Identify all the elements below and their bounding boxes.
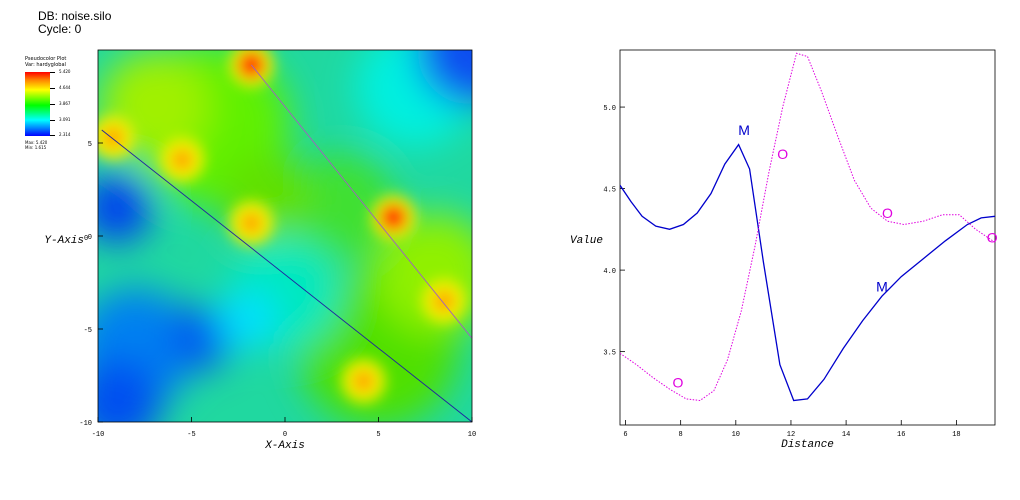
- x-tick-label: 10: [732, 431, 740, 439]
- legend-min: Min: 1.615: [25, 145, 47, 150]
- legend-tick-label: 3.867: [59, 101, 71, 106]
- curve-plot-area: [620, 52, 995, 402]
- x-tick-label: 0: [283, 431, 287, 439]
- legend-tick-label: 2.314: [59, 132, 71, 137]
- x-tick-label: 14: [842, 431, 850, 439]
- legend-tick: [50, 104, 55, 105]
- series-marker-O: O: [987, 229, 998, 245]
- legend-variable: Var: hardyglobal: [25, 62, 66, 68]
- series-marker-M: M: [738, 122, 750, 138]
- field-region: [286, 153, 397, 264]
- y-tick-label: 3.5: [603, 350, 616, 358]
- field-region: [98, 358, 162, 422]
- hot-spot-core: [172, 149, 193, 170]
- database-name: DB: noise.silo: [38, 9, 112, 23]
- series-marker-O: O: [672, 375, 683, 391]
- y-tick-label: 5.0: [603, 105, 616, 113]
- field-region: [168, 306, 233, 371]
- curve-plot-frame: [619, 49, 996, 426]
- legend-color-bar: [25, 72, 50, 136]
- hot-spot-core: [380, 204, 407, 231]
- field-region: [98, 173, 152, 244]
- hot-spot-core: [353, 371, 374, 392]
- pseudocolor-field: [98, 50, 472, 422]
- y-tick-label: 4.5: [603, 187, 616, 195]
- y-axis-label: Y-Axis: [44, 235, 84, 247]
- legend-tick-label: 4.644: [59, 85, 71, 90]
- x-tick-label: 10: [468, 431, 476, 439]
- x-axis-label: Distance: [781, 439, 834, 451]
- legend-tick: [50, 88, 55, 89]
- series-line-M: [620, 143, 995, 402]
- x-tick-label: -5: [187, 431, 195, 439]
- legend-title: Pseudocolor Plot: [25, 56, 67, 62]
- y-tick-label: -5: [84, 327, 92, 335]
- field-region: [417, 50, 472, 105]
- x-tick-label: 5: [376, 431, 380, 439]
- field-region: [217, 289, 278, 350]
- x-tick-label: 6: [623, 431, 627, 439]
- legend-tick: [50, 135, 55, 136]
- header: DB: noise.silo Cycle: 0: [38, 10, 111, 36]
- hot-spot-core: [433, 291, 454, 312]
- legend-tick: [50, 120, 55, 121]
- series-marker-M: M: [876, 278, 888, 294]
- x-tick-label: -10: [92, 431, 105, 439]
- x-tick-label: 12: [787, 431, 795, 439]
- x-axis-label: X-Axis: [264, 440, 305, 452]
- legend-tick-label: 3.091: [59, 117, 71, 122]
- legend-tick-label: 5.420: [59, 69, 71, 74]
- y-tick-label: 0: [88, 234, 92, 242]
- y-tick-label: 4.0: [603, 268, 616, 276]
- x-tick-label: 16: [897, 431, 905, 439]
- cycle-label: Cycle: 0: [38, 22, 82, 36]
- y-tick-label: 5: [88, 141, 92, 149]
- y-axis-label-suffix: 0: [84, 235, 88, 243]
- series-marker-O: O: [777, 146, 788, 162]
- y-tick-label: -10: [79, 420, 92, 428]
- lineout-line: [250, 64, 472, 339]
- color-legend: Pseudocolor Plot Var: hardyglobal 5.420 …: [25, 56, 70, 150]
- y-axis-label: Value: [570, 235, 603, 247]
- series-marker-O: O: [882, 205, 893, 221]
- x-tick-label: 8: [679, 431, 683, 439]
- legend-max: Max: 5.420: [25, 140, 48, 145]
- hot-spot-core: [241, 212, 262, 233]
- x-tick-label: 18: [952, 431, 960, 439]
- series-line-O: [620, 52, 995, 402]
- lineout-line: [101, 129, 472, 422]
- legend-tick: [50, 72, 55, 73]
